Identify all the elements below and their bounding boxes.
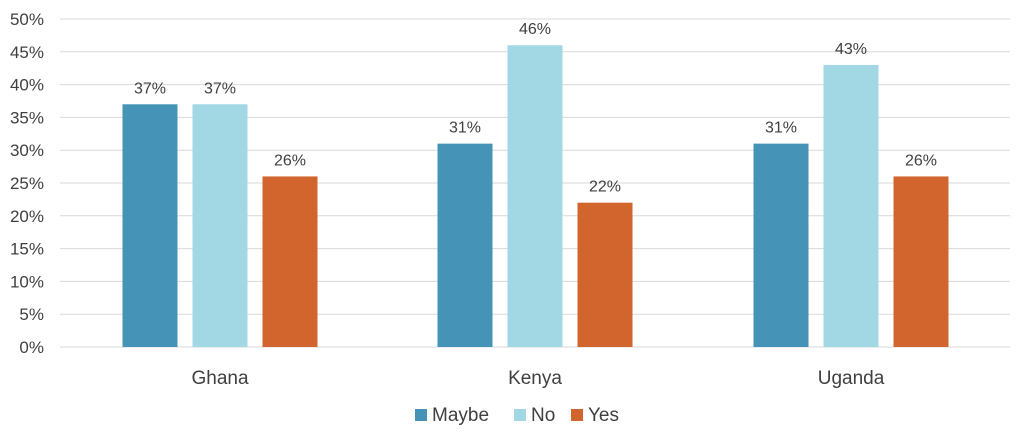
- bar-yes-ghana: [262, 176, 318, 347]
- y-tick-label: 15%: [10, 240, 44, 259]
- bar-no-ghana: [192, 104, 248, 347]
- legend-item-yes: Yes: [571, 405, 619, 426]
- y-tick-label: 20%: [10, 207, 44, 226]
- x-axis-categories: Ghana Kenya Uganda: [191, 368, 884, 389]
- data-label-yes-ghana: 26%: [274, 152, 306, 169]
- y-tick-label: 5%: [19, 305, 44, 324]
- legend: Maybe No Yes: [415, 405, 619, 426]
- data-label-maybe-ghana: 37%: [134, 80, 166, 97]
- bar-maybe-ghana: [122, 104, 178, 347]
- y-tick-label: 45%: [10, 43, 44, 62]
- data-label-yes-uganda: 26%: [905, 152, 937, 169]
- data-label-no-ghana: 37%: [204, 80, 236, 97]
- data-label-maybe-uganda: 31%: [765, 120, 797, 137]
- bars: [122, 45, 949, 348]
- y-tick-label: 50%: [10, 10, 44, 29]
- y-tick-label: 25%: [10, 174, 44, 193]
- y-tick-label: 40%: [10, 76, 44, 95]
- legend-swatch-no: [514, 409, 526, 421]
- y-axis-ticks: 0% 5% 10% 15% 20% 25% 30% 35% 40% 45% 50%: [10, 10, 44, 357]
- data-label-yes-kenya: 22%: [589, 179, 621, 196]
- legend-swatch-yes: [571, 409, 583, 421]
- data-label-maybe-kenya: 31%: [449, 120, 481, 137]
- bar-maybe-uganda: [753, 143, 809, 347]
- category-label-uganda: Uganda: [818, 368, 885, 389]
- bar-yes-uganda: [893, 176, 949, 347]
- legend-swatch-maybe: [415, 409, 427, 421]
- legend-label-no: No: [531, 405, 555, 426]
- legend-item-no: No: [514, 405, 555, 426]
- bar-no-uganda: [823, 64, 879, 348]
- category-label-ghana: Ghana: [191, 368, 248, 389]
- category-label-kenya: Kenya: [508, 368, 562, 389]
- y-tick-label: 0%: [19, 338, 44, 357]
- legend-label-yes: Yes: [588, 405, 619, 426]
- bar-yes-kenya: [577, 202, 633, 347]
- data-labels: 37% 37% 26% 31% 46% 22% 31% 43% 26%: [134, 21, 937, 195]
- y-tick-label: 35%: [10, 108, 44, 127]
- y-tick-label: 30%: [10, 141, 44, 160]
- data-label-no-kenya: 46%: [519, 21, 551, 38]
- data-label-no-uganda: 43%: [835, 41, 867, 58]
- y-tick-label: 10%: [10, 272, 44, 291]
- bar-no-kenya: [507, 45, 563, 348]
- legend-item-maybe: Maybe: [415, 405, 489, 426]
- legend-label-maybe: Maybe: [432, 405, 489, 426]
- bar-maybe-kenya: [437, 143, 493, 347]
